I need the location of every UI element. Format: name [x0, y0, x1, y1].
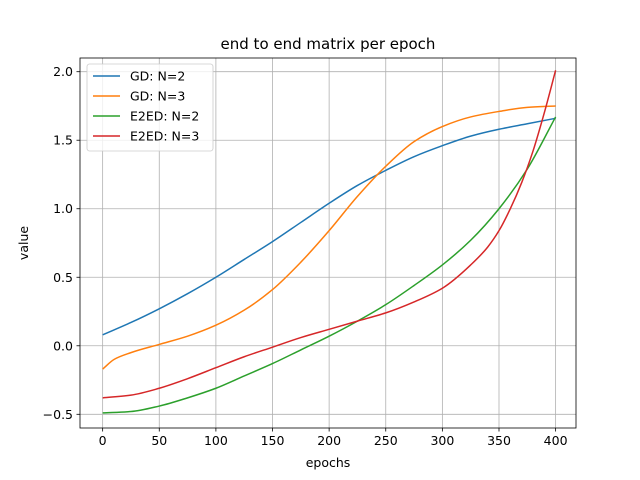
- y-tick-label: 2.0: [53, 64, 73, 79]
- x-tick-label: 50: [151, 433, 167, 448]
- y-tick-label: 1.0: [53, 201, 73, 216]
- series-line-4: [102, 70, 557, 399]
- gridlines: [80, 58, 576, 428]
- legend-label: GD: N=3: [130, 89, 185, 104]
- x-tick-label: 0: [99, 433, 107, 448]
- series-line-2: [102, 105, 556, 370]
- plot-frame: [79, 57, 577, 429]
- x-tick-label: 150: [261, 433, 285, 448]
- legend-label: E2ED: N=3: [130, 129, 199, 144]
- legend: GD: N=2 GD: N=3 E2ED: N=2 E2ED: N=3: [86, 63, 214, 152]
- y-tick-label: 0.0: [53, 338, 73, 353]
- x-tick-label: 250: [374, 433, 398, 448]
- x-tick-label: 400: [544, 433, 568, 448]
- x-tick-label: 350: [487, 433, 511, 448]
- y-tick-label: −0.5: [43, 407, 73, 422]
- chart-title: end to end matrix per epoch: [221, 35, 436, 53]
- series-line-1: [102, 117, 556, 336]
- x-tick-label: 200: [317, 433, 341, 448]
- y-axis-label: value: [16, 226, 31, 260]
- axis-ticks: 0 50 100 150 200 250 300 350 400 −0.5 0.0 0.5 1.0 1.5…: [43, 64, 568, 448]
- x-tick-label: 300: [430, 433, 454, 448]
- x-tick-label: 100: [204, 433, 228, 448]
- legend-box: [86, 63, 214, 152]
- series-lines: [102, 70, 557, 414]
- legend-label: GD: N=2: [130, 69, 185, 84]
- legend-label: E2ED: N=2: [130, 109, 199, 124]
- y-tick-label: 1.5: [53, 133, 73, 148]
- series-line-3: [102, 116, 557, 414]
- x-axis-label: epochs: [306, 455, 351, 470]
- y-tick-label: 0.5: [53, 270, 73, 285]
